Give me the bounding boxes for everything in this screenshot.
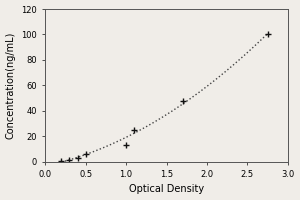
Y-axis label: Concentration(ng/mL): Concentration(ng/mL)	[6, 32, 16, 139]
X-axis label: Optical Density: Optical Density	[129, 184, 204, 194]
